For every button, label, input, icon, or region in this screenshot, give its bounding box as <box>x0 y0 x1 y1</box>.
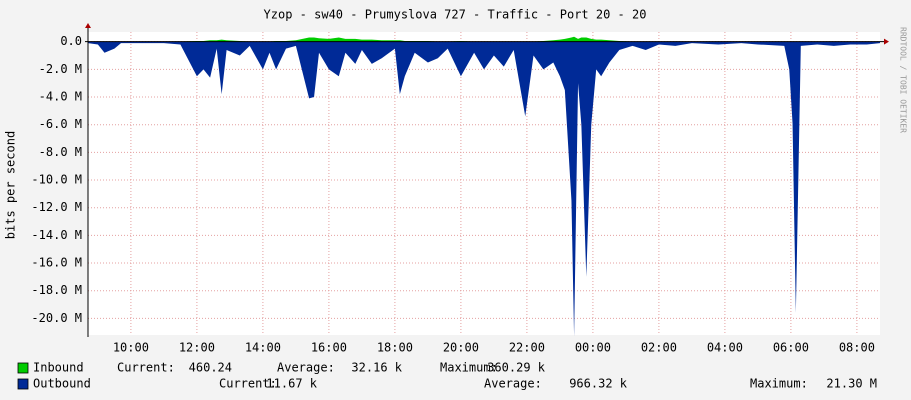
y-axis-label: bits per second <box>4 131 18 239</box>
legend-stat-value: 966.32 k <box>569 377 628 391</box>
x-tick-label: 14:00 <box>245 341 281 355</box>
y-tick-label: -18.0 M <box>31 283 82 297</box>
x-tick-label: 12:00 <box>179 341 215 355</box>
axis-arrow <box>884 38 889 45</box>
legend-label: Inbound <box>33 361 84 375</box>
chart-title: Yzop - sw40 - Prumyslova 727 - Traffic -… <box>264 8 647 22</box>
y-tick-label: -8.0 M <box>39 145 82 159</box>
legend-swatch <box>17 378 29 390</box>
plot-area <box>88 32 880 335</box>
x-tick-label: 22:00 <box>509 341 545 355</box>
x-tick-label: 02:00 <box>641 341 677 355</box>
watermark: RRDTOOL / TOBI OETIKER <box>899 27 908 133</box>
legend-stat-value: 11.67 k <box>266 377 317 391</box>
y-tick-label: -16.0 M <box>31 256 82 270</box>
x-tick-label: 00:00 <box>575 341 611 355</box>
y-tick-label: 0.0 <box>60 34 82 48</box>
legend-swatch <box>17 362 29 374</box>
legend-stat-label: Current: <box>219 377 277 391</box>
y-tick-label: -14.0 M <box>31 228 82 242</box>
legend-stat-value: 21.30 M <box>826 377 877 391</box>
y-tick-label: -12.0 M <box>31 200 82 214</box>
x-tick-label: 04:00 <box>707 341 743 355</box>
legend-stat-label: Average: <box>277 361 335 375</box>
y-tick-label: -6.0 M <box>39 117 82 131</box>
legend-label: Outbound <box>33 377 91 391</box>
legend-stat-value: 32.16 k <box>351 361 402 375</box>
x-tick-label: 10:00 <box>113 341 149 355</box>
legend-stat-label: Maximum: <box>750 377 808 391</box>
x-tick-label: 18:00 <box>377 341 413 355</box>
x-tick-label: 08:00 <box>839 341 875 355</box>
legend-stat-value: 460.24 <box>189 361 232 375</box>
y-tick-label: -4.0 M <box>39 90 82 104</box>
y-tick-label: -20.0 M <box>31 311 82 325</box>
x-tick-label: 16:00 <box>311 341 347 355</box>
legend-stat-value: 360.29 k <box>487 361 546 375</box>
x-tick-label: 06:00 <box>773 341 809 355</box>
legend-stat-label: Current: <box>117 361 175 375</box>
axis-arrow <box>85 23 91 28</box>
y-tick-label: -10.0 M <box>31 173 82 187</box>
legend-stat-label: Average: <box>484 377 542 391</box>
x-tick-label: 20:00 <box>443 341 479 355</box>
y-tick-label: -2.0 M <box>39 62 82 76</box>
legend-stat-label: Maximum: <box>440 361 498 375</box>
